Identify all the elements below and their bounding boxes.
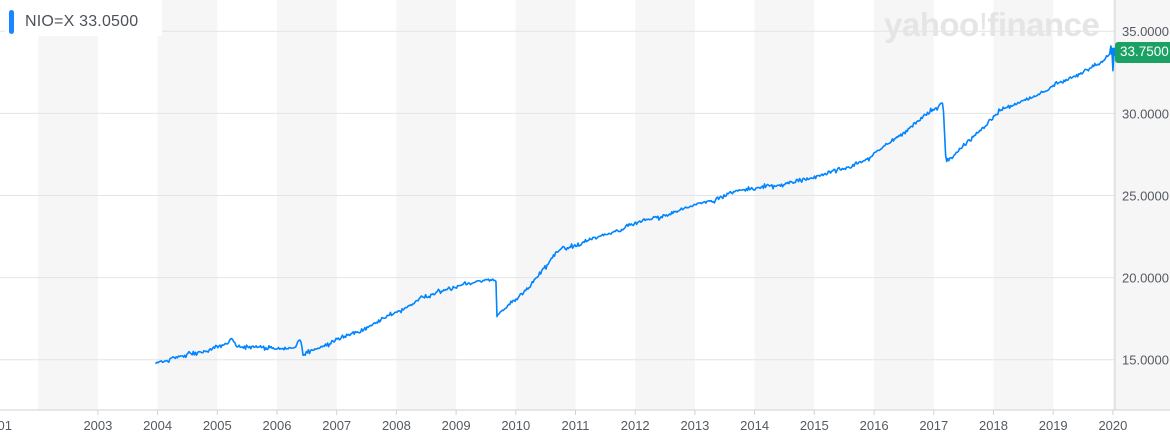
svg-text:2005: 2005 <box>203 418 232 433</box>
svg-text:15.0000: 15.0000 <box>1122 353 1169 368</box>
svg-text:2006: 2006 <box>263 418 292 433</box>
svg-text:20.0000: 20.0000 <box>1122 271 1169 286</box>
svg-text:25.0000: 25.0000 <box>1122 189 1169 204</box>
svg-text:2014: 2014 <box>740 418 769 433</box>
svg-text:2003: 2003 <box>83 418 112 433</box>
svg-text:2009: 2009 <box>442 418 471 433</box>
svg-text:2004: 2004 <box>143 418 172 433</box>
svg-text:2012: 2012 <box>621 418 650 433</box>
svg-text:2013: 2013 <box>680 418 709 433</box>
svg-text:2015: 2015 <box>800 418 829 433</box>
svg-text:2007: 2007 <box>322 418 351 433</box>
svg-text:2020: 2020 <box>1098 418 1127 433</box>
svg-text:2008: 2008 <box>382 418 411 433</box>
svg-text:30.0000: 30.0000 <box>1122 106 1169 121</box>
svg-text:35.0000: 35.0000 <box>1122 24 1169 39</box>
svg-text:2019: 2019 <box>1039 418 1068 433</box>
svg-text:2016: 2016 <box>860 418 889 433</box>
svg-text:2018: 2018 <box>979 418 1008 433</box>
svg-text:2001: 2001 <box>0 418 12 433</box>
svg-text:2010: 2010 <box>501 418 530 433</box>
svg-text:2011: 2011 <box>562 418 590 433</box>
svg-text:2017: 2017 <box>919 418 948 433</box>
